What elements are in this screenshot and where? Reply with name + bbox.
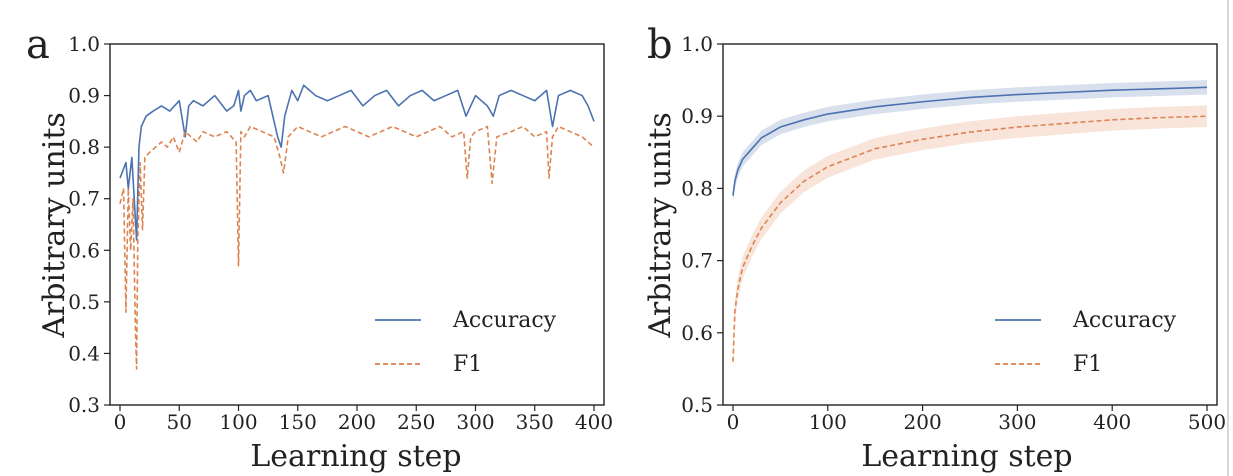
panel-a-y-tick-label: 0.4 — [68, 341, 100, 365]
panel-a-legend-accuracy-label: Accuracy — [452, 308, 557, 333]
panel-a-x-axis-label: Learning step — [250, 439, 461, 474]
panel-a-y-tick-label: 0.7 — [68, 187, 100, 211]
panel-b-plot-area — [732, 80, 1208, 373]
panel-a-y-axis-label: Arbitrary units — [37, 112, 72, 339]
panel-b-x-tick-label: 0 — [727, 410, 740, 434]
panel-a-letter: a — [26, 22, 50, 68]
panel-b-accuracy-series-line — [732, 86, 1208, 196]
panel-b-letter: b — [647, 22, 673, 68]
panel-a: a 0.3 0.4 0.5 0.6 0.7 0.8 0.9 1.0 0 50 100 150 200 25… — [26, 22, 613, 474]
panel-b-x-tick-label: 100 — [809, 410, 847, 434]
panel-b-x-tick-label: 400 — [1093, 410, 1131, 434]
panel-b-axes: 0.5 0.6 0.7 0.8 0.9 1.0 0 100 200 300 400 500 — [681, 32, 1226, 434]
panel-b-legend-accuracy-label: Accuracy — [1072, 308, 1177, 333]
panel-b-y-tick-label: 0.6 — [681, 321, 713, 345]
panel-b-y-tick-label: 0.8 — [681, 176, 713, 200]
panel-b-y-axis-label: Arbitrary units — [643, 112, 678, 339]
panel-a-accuracy-series-line — [119, 84, 595, 241]
panel-b-x-axis-label: Learning step — [861, 439, 1072, 474]
panel-a-x-tick-label: 300 — [456, 410, 494, 434]
panel-a-y-tick-label: 0.5 — [68, 290, 100, 314]
panel-a-legend-f1-label: F1 — [453, 352, 482, 377]
panel-b-y-tick-label: 0.9 — [681, 104, 713, 128]
panel-b-legend-f1-label: F1 — [1073, 352, 1102, 377]
panel-b-x-tick-label: 500 — [1188, 410, 1226, 434]
panel-a-y-tick-label: 1.0 — [68, 32, 100, 56]
panel-a-axes: 0.3 0.4 0.5 0.6 0.7 0.8 0.9 1.0 0 50 100 150 200 250 3… — [68, 32, 613, 434]
panel-a-x-tick-label: 200 — [338, 410, 376, 434]
panel-a-x-tick-label: 250 — [397, 410, 435, 434]
panel-a-f1-series-line — [119, 125, 595, 370]
panel-a-y-tick-label: 0.6 — [68, 238, 100, 262]
panel-a-legend: Accuracy F1 — [375, 308, 557, 377]
panel-a-x-tick-label: 400 — [575, 410, 613, 434]
panel-a-x-tick-label: 150 — [279, 410, 317, 434]
panel-a-x-tick-label: 350 — [516, 410, 554, 434]
panel-a-x-tick-label: 0 — [114, 410, 127, 434]
panel-a-x-tick-label: 100 — [219, 410, 257, 434]
panel-b-y-tick-label: 0.7 — [681, 249, 713, 273]
panel-b-axes-frame — [722, 43, 1218, 406]
panel-b-y-tick-label: 0.5 — [681, 393, 713, 417]
panel-b-legend: Accuracy F1 — [995, 308, 1177, 377]
panel-b-x-tick-label: 200 — [904, 410, 942, 434]
panel-b: b 0.5 0.6 0.7 0.8 0.9 1.0 0 100 200 300 400 500 Lea… — [643, 22, 1226, 474]
panel-a-y-tick-label: 0.8 — [68, 135, 100, 159]
panel-b-y-tick-label: 1.0 — [681, 32, 713, 56]
panel-b-x-tick-label: 300 — [998, 410, 1036, 434]
panel-a-x-tick-label: 50 — [167, 410, 192, 434]
panel-b-f1-series-line — [732, 115, 1208, 362]
panel-a-plot-area — [119, 84, 595, 370]
panel-a-y-tick-label: 0.9 — [68, 84, 100, 108]
panel-a-y-tick-label: 0.3 — [68, 393, 100, 417]
